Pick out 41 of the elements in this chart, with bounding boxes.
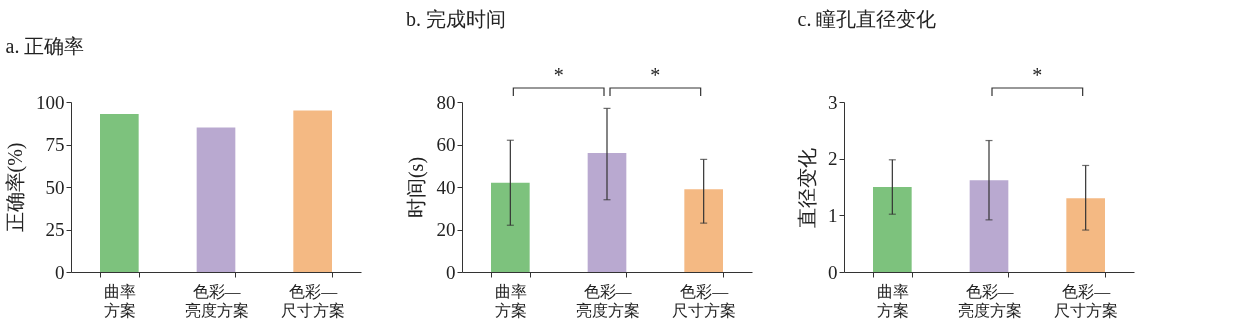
y-tick-label: 0: [55, 261, 65, 283]
x-tick-label: 色彩—尺寸方案: [281, 282, 346, 319]
y-tick-label: 50: [45, 176, 65, 198]
bar: [491, 182, 530, 272]
y-tick-label: 100: [36, 91, 65, 113]
y-tick-label: 0: [446, 261, 456, 283]
y-tick-label: 40: [436, 176, 456, 198]
x-tick-label: 色彩—亮度方案: [575, 282, 640, 319]
chart-title: c. 瞳孔直径变化: [797, 8, 937, 30]
y-tick-label: 3: [828, 91, 838, 113]
text: *: [553, 64, 564, 86]
bar: [684, 189, 723, 272]
x-tick-label: 曲率方案: [876, 282, 909, 319]
x-tick-label: 色彩—亮度方案: [184, 282, 249, 319]
y-axis-title: 正确率(%): [4, 142, 27, 233]
text: *: [650, 64, 661, 86]
y-tick-label: 25: [45, 219, 65, 240]
x-tick-label: 色彩—尺寸方案: [672, 282, 737, 319]
bar: [100, 113, 139, 272]
bar: [196, 127, 236, 272]
bar: [969, 180, 1009, 272]
y-tick-label: 80: [436, 91, 456, 113]
x-tick-label: 曲率方案: [494, 282, 527, 319]
y-tick-label: 20: [436, 219, 456, 240]
bar: [293, 110, 332, 272]
chart-title: b. 完成时间: [406, 8, 506, 30]
y-tick-label: 0: [828, 261, 838, 283]
y-tick-label: 75: [45, 134, 65, 155]
y-axis-title: 直径变化: [796, 147, 818, 228]
bar: [587, 153, 627, 272]
x-tick-label: 曲率方案: [103, 282, 136, 319]
bar: [1066, 198, 1105, 272]
x-tick-label: 色彩—尺寸方案: [1054, 282, 1119, 319]
x-tick-label: 色彩—亮度方案: [957, 282, 1022, 319]
text: *: [1032, 64, 1043, 86]
y-tick-label: 2: [828, 148, 838, 170]
y-tick-label: 1: [828, 204, 838, 226]
y-tick-label: 60: [436, 134, 456, 155]
y-axis-title: 时间(s): [404, 156, 428, 219]
chart-title: a. 正确率: [5, 35, 85, 57]
bar: [873, 187, 912, 272]
